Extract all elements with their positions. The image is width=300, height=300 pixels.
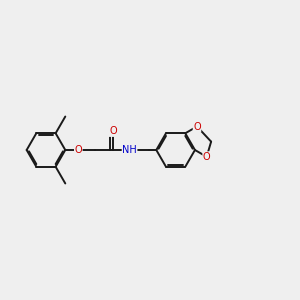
Text: O: O xyxy=(74,145,82,155)
Text: O: O xyxy=(193,122,201,131)
Text: NH: NH xyxy=(122,145,137,155)
Text: O: O xyxy=(203,152,211,162)
Text: O: O xyxy=(109,126,117,136)
